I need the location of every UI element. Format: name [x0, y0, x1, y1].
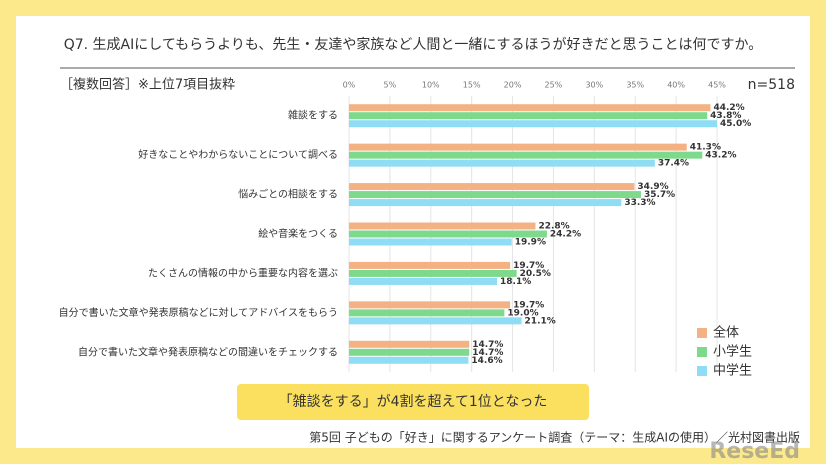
bar: [349, 199, 622, 207]
bar: [349, 159, 655, 167]
y-tick-label: 自分で書いた文章や発表原稿などに対してアドバイスをもらう: [59, 306, 338, 319]
bar: [349, 348, 470, 356]
bar: [349, 120, 717, 128]
value-label: 19.9%: [515, 238, 546, 248]
bar: [349, 151, 703, 159]
value-label: 45.0%: [720, 119, 751, 129]
value-label: 14.6%: [471, 356, 502, 366]
y-tick-label: 好きなことやわからないことについて調べる: [138, 148, 338, 161]
legend-swatch: [697, 347, 707, 357]
value-label: 43.2%: [705, 151, 736, 161]
bar: [349, 230, 547, 238]
x-tick-label: 0%: [343, 81, 356, 90]
y-tick-label: 雑談をする: [288, 109, 338, 122]
note: ［複数回答］※上位7項目抜粋: [60, 77, 235, 93]
callout: 「雑談をする」が4割を超えて1位となった: [279, 393, 548, 410]
y-tick-label: 悩みごとの相談をする: [238, 188, 338, 201]
x-tick-label: 30%: [585, 81, 603, 90]
bar: [349, 222, 536, 230]
value-label: 14.7%: [472, 348, 503, 358]
bar: [349, 112, 708, 120]
x-tick-label: 45%: [708, 81, 726, 90]
x-tick-label: 15%: [463, 81, 481, 90]
value-label: 20.5%: [520, 269, 551, 279]
x-tick-label: 35%: [626, 81, 644, 90]
y-tick-label: 自分で書いた文章や発表原稿などの間違いをチェックする: [78, 345, 338, 358]
bar: [349, 340, 470, 348]
value-label: 24.2%: [550, 230, 581, 240]
legend-label: 中学生: [713, 363, 752, 379]
y-tick-label: たくさんの情報の中から重要な内容を選ぶ: [148, 266, 338, 279]
value-label: 37.4%: [658, 159, 689, 169]
x-tick-label: 20%: [504, 81, 522, 90]
x-tick-label: 5%: [384, 81, 397, 90]
value-label: 19.7%: [513, 300, 544, 310]
bar: [349, 269, 517, 277]
source: 第5回 子どもの「好き」に関するアンケート調査（テーマ：生成AIの使用）／光村図…: [309, 430, 800, 445]
y-tick-label: 絵や音楽をつくる: [258, 227, 338, 240]
legend-label: 小学生: [713, 344, 752, 360]
bar: [349, 317, 522, 325]
value-label: 14.7%: [472, 340, 503, 350]
bar: [349, 277, 498, 285]
value-label: 43.8%: [710, 111, 741, 121]
bar: [349, 191, 641, 199]
watermark: ReseEd: [709, 439, 800, 464]
value-label: 22.8%: [538, 222, 569, 232]
value-label: 19.0%: [507, 308, 538, 318]
legend-label: 全体: [713, 325, 739, 341]
bar: [349, 356, 469, 364]
bar: [349, 183, 635, 191]
chart-title: Q7. 生成AIにしてもらうよりも、先生・友達や家族など人間と一緒にするほうが好…: [64, 36, 763, 53]
bar: [349, 104, 711, 112]
x-tick-label: 25%: [545, 81, 563, 90]
bar: [349, 143, 687, 151]
bar: [349, 238, 512, 246]
legend-swatch: [697, 328, 707, 338]
n-label: n=518: [748, 77, 795, 93]
x-tick-label: 10%: [422, 81, 440, 90]
value-label: 18.1%: [500, 277, 531, 287]
value-label: 21.1%: [525, 316, 556, 326]
value-label: 44.2%: [713, 103, 744, 113]
bar: [349, 301, 511, 309]
bar: [349, 309, 505, 317]
value-label: 35.7%: [644, 190, 675, 200]
value-label: 33.3%: [624, 198, 655, 208]
value-label: 34.9%: [637, 182, 668, 192]
callout-box: [237, 384, 589, 420]
bar: [349, 261, 511, 269]
legend-swatch: [697, 366, 707, 376]
value-label: 19.7%: [513, 261, 544, 271]
x-tick-label: 40%: [667, 81, 685, 90]
value-label: 41.3%: [690, 143, 721, 153]
